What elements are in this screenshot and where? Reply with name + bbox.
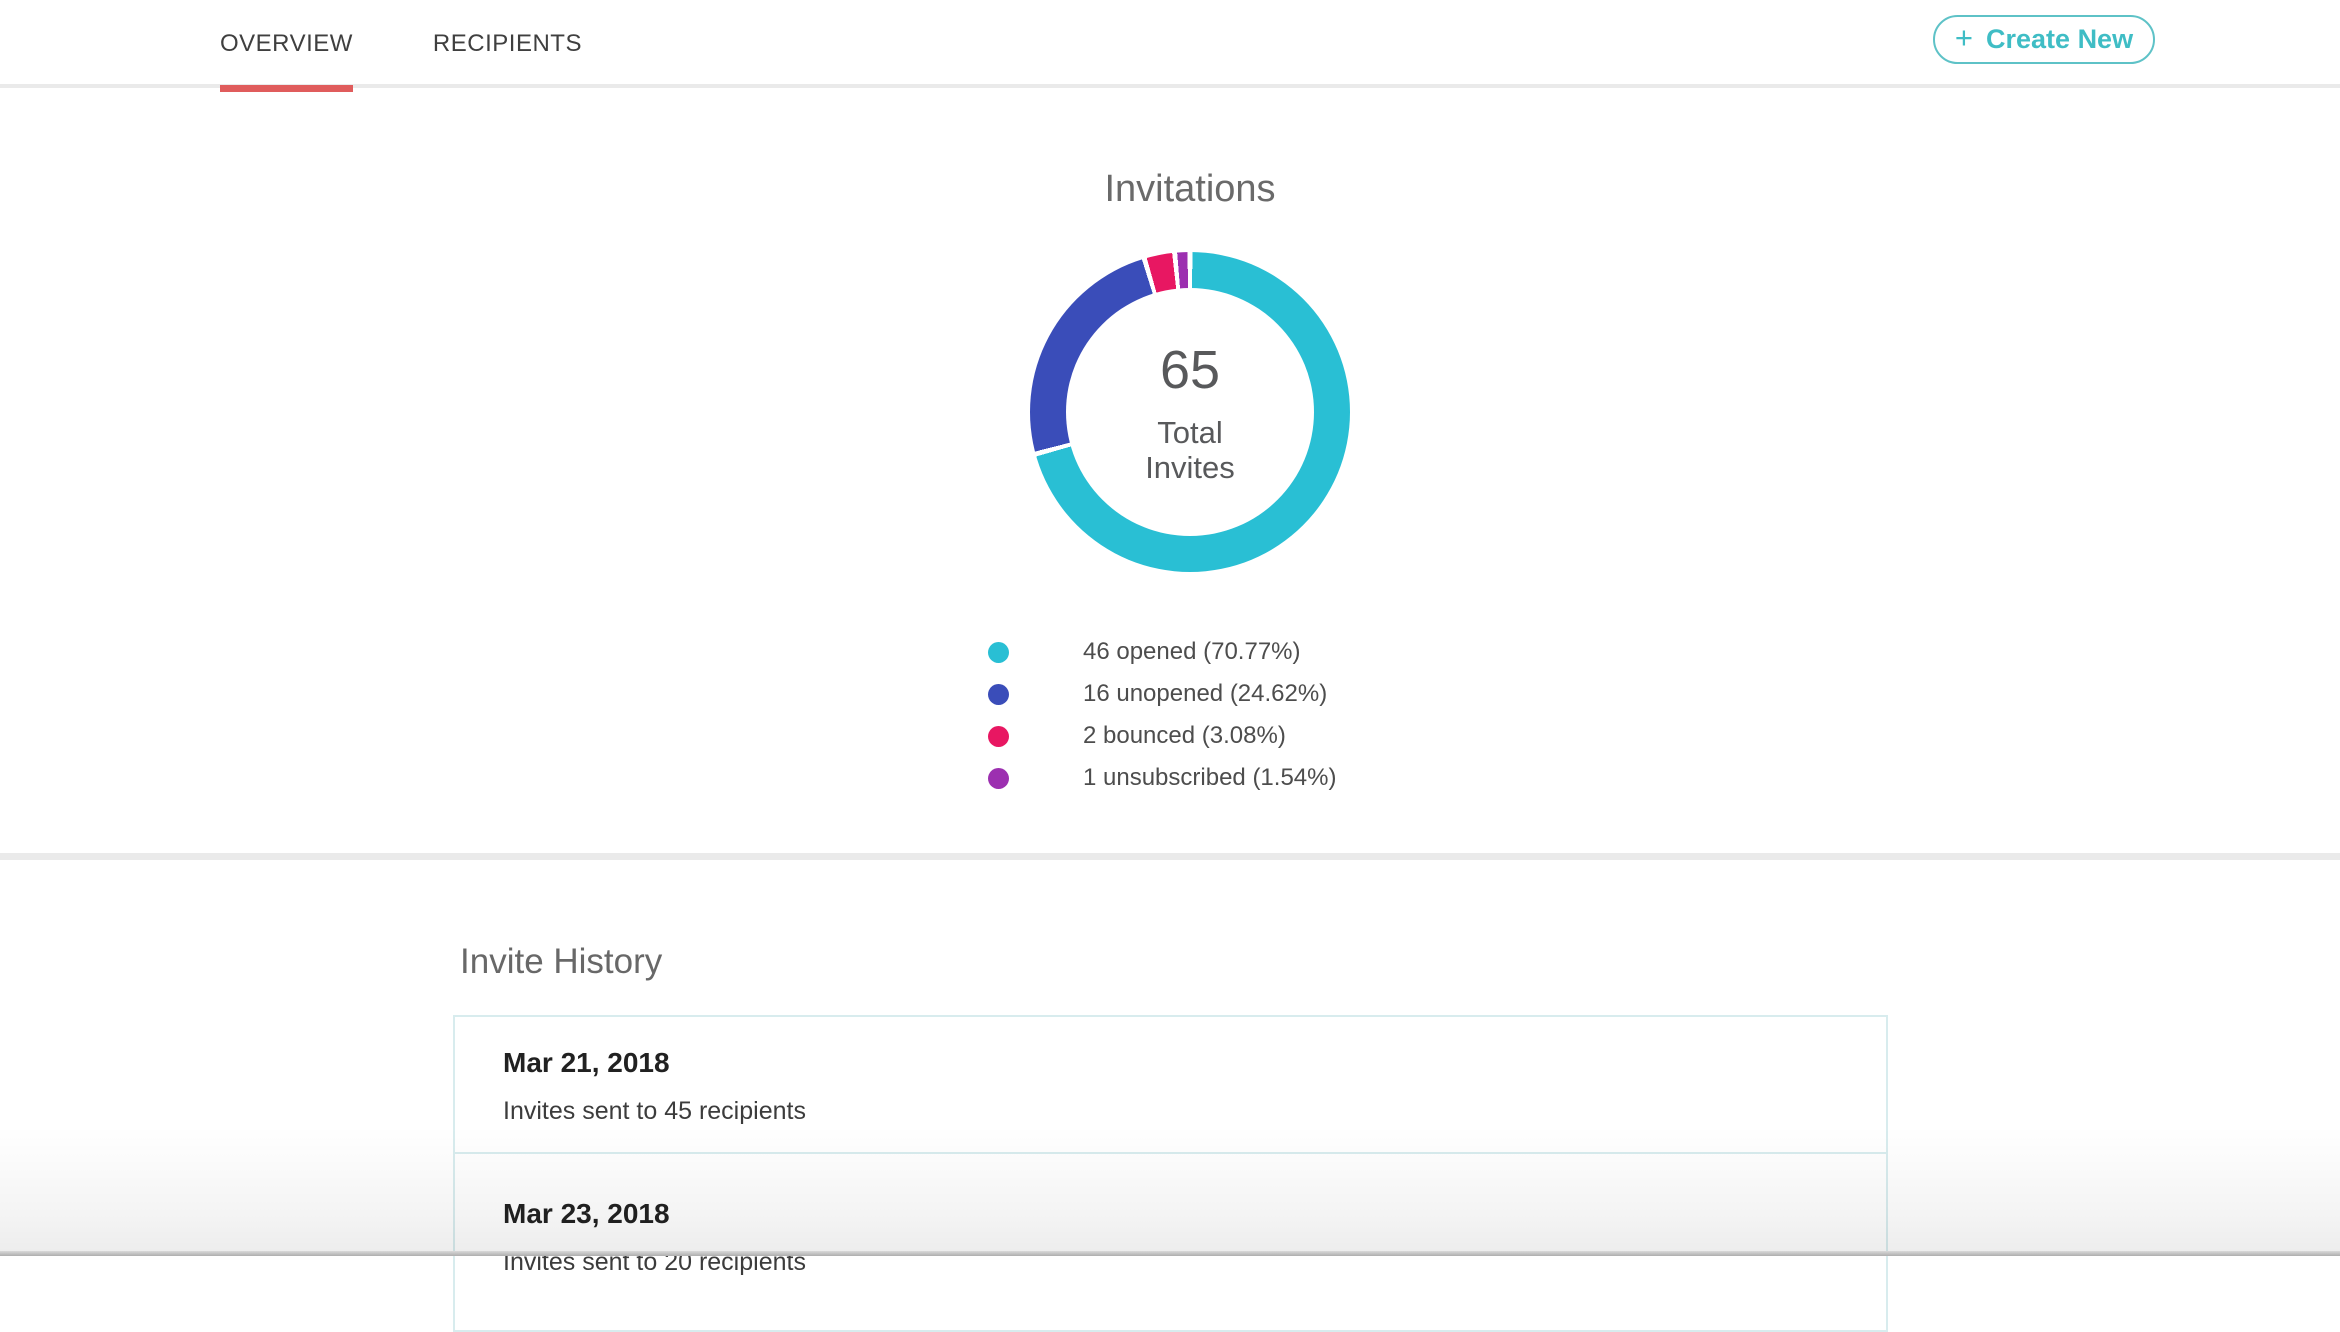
donut-hole: 65 Total Invites — [1066, 288, 1314, 536]
chart-legend: 46 opened (70.77%) 16 unopened (24.62%) … — [988, 637, 1336, 805]
invitations-donut-chart[interactable]: 65 Total Invites — [1030, 252, 1350, 572]
invite-date: Mar 21, 2018 — [503, 1047, 670, 1078]
invitations-chart-title: Invitations — [1104, 168, 1276, 210]
tab-recipients-label: RECIPIENTS — [432, 30, 582, 57]
invite-history-list: Mar 21, 2018 Invites sent to 45 recipien… — [453, 1015, 1888, 1332]
legend-item-bounced: 2 bounced (3.08%) — [988, 721, 1336, 751]
invite-history-row: Mar 23, 2018 Invites sent to 20 recipien… — [453, 1152, 1888, 1332]
invite-description: Invites sent to 45 recipients — [503, 1097, 806, 1125]
create-new-label: Create New — [1986, 24, 2134, 54]
legend-item-opened: 46 opened (70.77%) — [988, 637, 1336, 667]
legend-dot-unopened — [988, 683, 1009, 705]
invite-description: Invites sent to 20 recipients — [503, 1248, 806, 1276]
invite-history-row: Mar 21, 2018 Invites sent to 45 recipien… — [453, 1015, 1888, 1154]
section-divider — [0, 853, 2340, 860]
legend-label-opened: 46 opened (70.77%) — [1083, 638, 1301, 665]
tab-overview-label: OVERVIEW — [220, 30, 353, 57]
total-invites-label: Total Invites — [1145, 414, 1235, 485]
plus-icon: + — [1954, 20, 1974, 55]
tab-recipients[interactable]: RECIPIENTS — [433, 0, 582, 88]
invite-date: Mar 23, 2018 — [503, 1198, 670, 1229]
tab-bar: OVERVIEW RECIPIENTS — [0, 0, 2340, 92]
legend-label-unsubscribed: 1 unsubscribed (1.54%) — [1083, 764, 1337, 791]
create-new-button[interactable]: + Create New — [1933, 15, 2155, 64]
total-invites-value: 65 — [1159, 339, 1221, 400]
legend-item-unsubscribed: 1 unsubscribed (1.54%) — [988, 763, 1336, 793]
legend-dot-opened — [988, 641, 1009, 663]
legend-dot-unsubscribed — [988, 767, 1009, 789]
tab-overview[interactable]: OVERVIEW — [220, 0, 353, 92]
legend-label-bounced: 2 bounced (3.08%) — [1083, 722, 1286, 749]
legend-label-unopened: 16 unopened (24.62%) — [1083, 680, 1328, 707]
invite-history-title: Invite History — [460, 942, 663, 981]
legend-dot-bounced — [988, 725, 1009, 747]
legend-item-unopened: 16 unopened (24.62%) — [988, 679, 1336, 709]
